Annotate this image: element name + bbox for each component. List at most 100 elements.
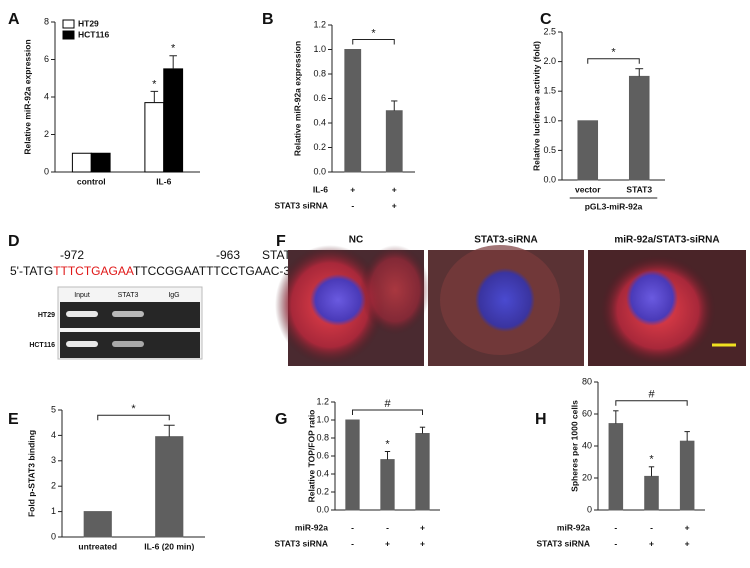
y-tick-label: 4 bbox=[44, 91, 49, 101]
sequence-part: TTCCGGAATTTCCTGAAC-3' bbox=[133, 264, 292, 278]
significance-bracket bbox=[97, 414, 170, 421]
y-tick-label: 0.0 bbox=[543, 174, 556, 184]
y-tick-label: 1.5 bbox=[543, 86, 556, 96]
y-tick-label: 1.0 bbox=[313, 44, 326, 54]
significance-bracket bbox=[352, 409, 423, 415]
condition-value: + bbox=[649, 538, 654, 548]
condition-label: IL-6 bbox=[313, 184, 328, 194]
y-tick-label: 0.6 bbox=[313, 93, 326, 103]
condition-value: - bbox=[351, 522, 354, 532]
y-tick-label: 0.8 bbox=[313, 68, 326, 78]
bar bbox=[71, 152, 92, 173]
condition-value: + bbox=[420, 538, 425, 548]
row-label: HT29 bbox=[38, 312, 55, 319]
binding-site: TTTCTGAGAA bbox=[53, 264, 134, 278]
gel-band bbox=[66, 341, 98, 347]
y-tick-label: 0.4 bbox=[313, 117, 326, 127]
significance-label: * bbox=[371, 27, 376, 39]
significance-bracket bbox=[615, 400, 688, 406]
y-tick-label: 2.0 bbox=[543, 56, 556, 66]
bar bbox=[385, 110, 403, 173]
bar-label: * bbox=[385, 438, 390, 450]
y-tick-label: 0.0 bbox=[316, 504, 329, 514]
bar bbox=[679, 440, 695, 511]
legend-label: HT29 bbox=[78, 18, 99, 28]
gel-band bbox=[112, 311, 144, 317]
image-label: STAT3-siRNA bbox=[474, 235, 538, 246]
legend-swatch bbox=[62, 19, 75, 29]
nucleus bbox=[626, 270, 678, 326]
condition-label: miR-92a bbox=[295, 522, 328, 532]
significance-label: * bbox=[611, 47, 616, 59]
condition-label: STAT3 siRNA bbox=[536, 538, 590, 548]
bar bbox=[345, 419, 360, 511]
sequence: 5'-TATGTTTCTGAGAATTCCGGAATTTCCTGAAC-3' bbox=[10, 264, 292, 278]
sequence-part: 5'-TATG bbox=[10, 264, 53, 278]
y-axis-label: Relative luciferase activity (fold) bbox=[531, 41, 541, 171]
y-tick-label: 60 bbox=[582, 408, 592, 418]
bar bbox=[628, 75, 650, 181]
panel-letter: H bbox=[535, 411, 547, 428]
cell bbox=[360, 245, 430, 335]
legend-label: HCT116 bbox=[78, 29, 109, 39]
x-tick-label: IL-6 (20 min) bbox=[144, 541, 194, 551]
panel-letter: G bbox=[275, 411, 287, 428]
panel-letter: A bbox=[8, 11, 20, 28]
condition-value: - bbox=[351, 200, 354, 210]
y-tick-label: 0.2 bbox=[313, 142, 326, 152]
x-tick-label: STAT3 bbox=[626, 184, 652, 194]
gel-band bbox=[66, 311, 98, 317]
y-tick-label: 0 bbox=[587, 504, 592, 514]
significance-bracket bbox=[587, 58, 640, 64]
condition-value: + bbox=[420, 522, 425, 532]
condition-value: + bbox=[685, 522, 690, 532]
y-tick-label: 4 bbox=[51, 430, 56, 440]
x-tick-label: IL-6 bbox=[156, 176, 171, 186]
legend-swatch bbox=[62, 30, 75, 40]
x-tick-label: untreated bbox=[78, 541, 117, 551]
y-tick-label: 0.4 bbox=[316, 468, 329, 478]
condition-value: + bbox=[350, 184, 355, 194]
panel-letter: D bbox=[8, 233, 20, 250]
y-axis-label: Relative miR-92a expression bbox=[22, 39, 32, 154]
bar bbox=[83, 511, 112, 538]
condition-value: + bbox=[392, 184, 397, 194]
y-axis-label: Relative TOP/FOP ratio bbox=[306, 410, 316, 503]
y-axis-label: Spheres per 1000 cells bbox=[569, 400, 579, 492]
bar bbox=[90, 152, 111, 173]
group-label: pGL3-miR-92a bbox=[585, 201, 643, 211]
bar bbox=[163, 68, 184, 173]
bar-label: * bbox=[171, 43, 176, 55]
condition-value: - bbox=[614, 522, 617, 532]
y-tick-label: 6 bbox=[44, 54, 49, 64]
significance-bracket bbox=[352, 39, 395, 45]
condition-value: + bbox=[392, 200, 397, 210]
y-tick-label: 1.0 bbox=[543, 115, 556, 125]
panel-letter: C bbox=[540, 11, 552, 28]
bar bbox=[644, 475, 659, 511]
significance-label: * bbox=[131, 403, 136, 415]
condition-value: - bbox=[351, 538, 354, 548]
bar bbox=[344, 49, 362, 173]
condition-value: - bbox=[650, 522, 653, 532]
y-tick-label: 80 bbox=[582, 376, 592, 386]
lane-label: STAT3 bbox=[118, 292, 139, 299]
condition-value: - bbox=[386, 522, 389, 532]
bar bbox=[415, 433, 430, 511]
y-tick-label: 2 bbox=[51, 481, 56, 491]
lane-label: Input bbox=[74, 292, 90, 299]
panel-f: F NC STAT3-siRNA miR-92a/STAT3-siRNA bbox=[275, 233, 746, 366]
gel-band bbox=[112, 341, 144, 347]
y-tick-label: 0.8 bbox=[316, 432, 329, 442]
significance-label: # bbox=[648, 389, 655, 401]
y-tick-label: 0 bbox=[44, 166, 49, 176]
condition-label: STAT3 siRNA bbox=[274, 200, 328, 210]
y-tick-label: 3 bbox=[51, 455, 56, 465]
x-tick-label: control bbox=[77, 176, 106, 186]
panel-letter: F bbox=[276, 233, 286, 250]
condition-value: + bbox=[385, 538, 390, 548]
y-tick-label: 1.2 bbox=[313, 19, 326, 29]
bar bbox=[608, 423, 624, 511]
y-axis-label: Relative miR-92a expression bbox=[292, 41, 302, 156]
